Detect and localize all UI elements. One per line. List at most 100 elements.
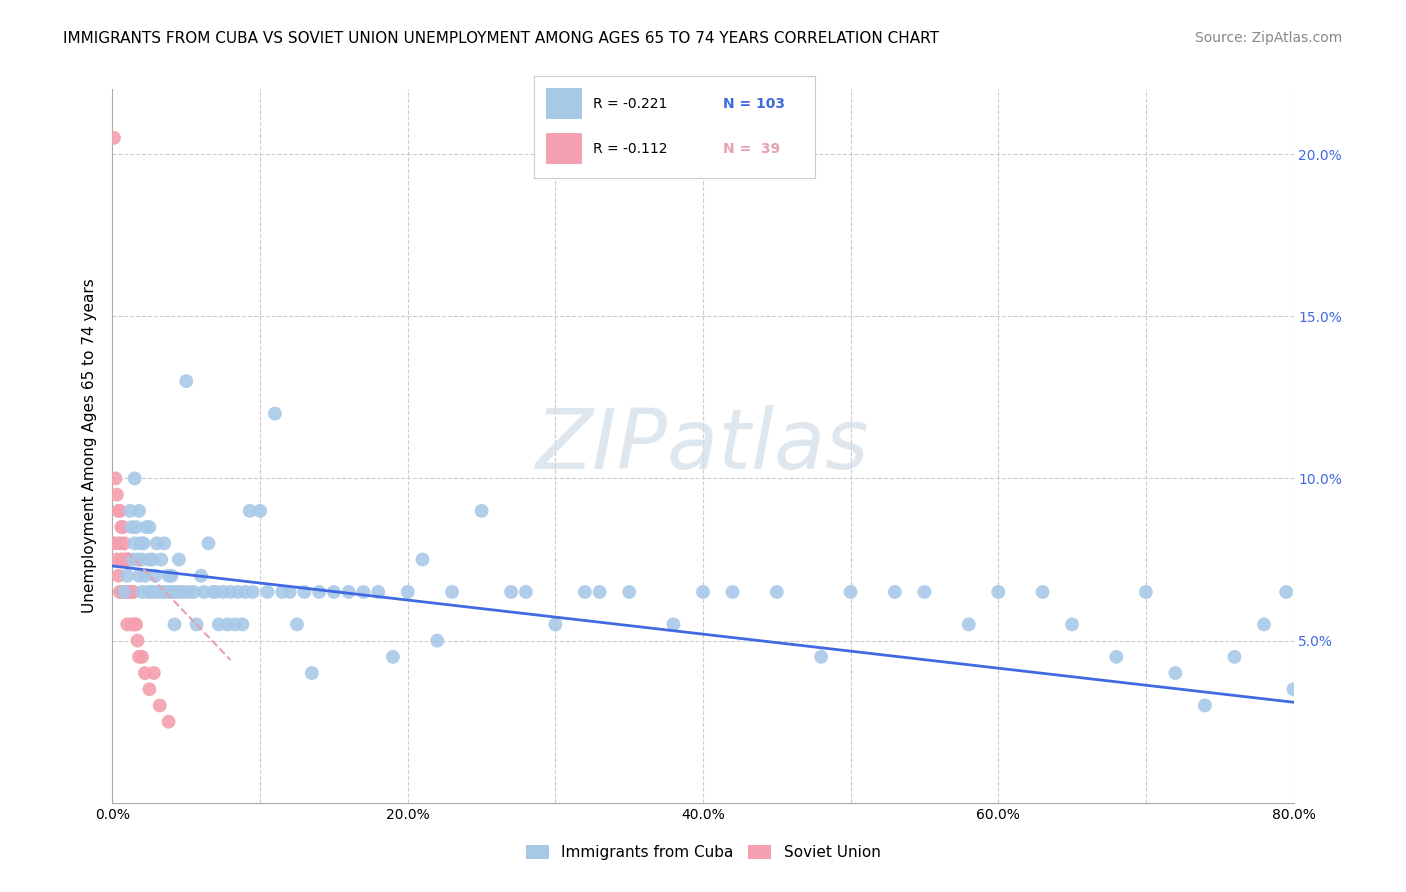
Point	[135, 520, 157, 534]
Point	[132, 536, 155, 550]
Text: R = -0.112: R = -0.112	[593, 142, 668, 155]
Point	[160, 568, 183, 582]
Point	[128, 649, 150, 664]
Point	[118, 552, 141, 566]
Point	[190, 568, 212, 582]
Point	[1135, 585, 1157, 599]
Point	[125, 520, 148, 534]
Point	[138, 520, 160, 534]
Point	[150, 552, 173, 566]
Point	[721, 585, 744, 599]
FancyBboxPatch shape	[546, 88, 582, 119]
Point	[110, 552, 132, 566]
Point	[120, 585, 142, 599]
Point	[957, 617, 980, 632]
Point	[278, 585, 301, 599]
Point	[134, 568, 156, 582]
Point	[839, 585, 862, 599]
FancyBboxPatch shape	[546, 133, 582, 164]
Point	[233, 585, 256, 599]
Point	[197, 536, 219, 550]
Text: Source: ZipAtlas.com: Source: ZipAtlas.com	[1195, 31, 1343, 45]
Point	[124, 617, 146, 632]
Point	[411, 552, 433, 566]
Point	[544, 617, 567, 632]
Point	[692, 585, 714, 599]
Point	[301, 666, 323, 681]
Point	[138, 682, 160, 697]
Point	[217, 617, 239, 632]
Point	[1164, 666, 1187, 681]
Point	[143, 568, 166, 582]
Point	[619, 585, 641, 599]
Point	[224, 617, 246, 632]
Point	[127, 633, 149, 648]
Text: N =  39: N = 39	[723, 142, 780, 155]
Point	[165, 585, 187, 599]
Point	[193, 585, 215, 599]
Point	[396, 585, 419, 599]
Point	[239, 504, 262, 518]
Point	[285, 617, 308, 632]
Point	[226, 585, 249, 599]
Point	[121, 520, 143, 534]
Point	[157, 568, 180, 582]
Point	[108, 585, 131, 599]
Point	[159, 585, 181, 599]
Point	[131, 585, 153, 599]
Point	[107, 568, 129, 582]
Point	[574, 585, 596, 599]
Point	[117, 568, 138, 582]
Point	[118, 585, 141, 599]
Point	[167, 552, 190, 566]
Point	[256, 585, 278, 599]
Point	[183, 585, 205, 599]
Point	[884, 585, 907, 599]
Point	[914, 585, 936, 599]
Point	[163, 617, 186, 632]
Point	[169, 585, 191, 599]
Point	[810, 649, 832, 664]
Point	[1223, 649, 1246, 664]
Point	[128, 504, 150, 518]
Point	[124, 471, 146, 485]
Point	[110, 520, 132, 534]
Point	[157, 714, 180, 729]
Point	[124, 536, 146, 550]
Point	[104, 536, 127, 550]
Point	[122, 552, 145, 566]
Point	[292, 585, 315, 599]
Point	[1062, 617, 1084, 632]
Point	[172, 585, 194, 599]
Point	[121, 617, 143, 632]
Point	[105, 552, 128, 566]
Point	[186, 617, 208, 632]
Point	[128, 568, 150, 582]
Point	[146, 536, 169, 550]
Point	[1105, 649, 1128, 664]
Text: R = -0.221: R = -0.221	[593, 96, 668, 111]
Point	[131, 552, 153, 566]
Point	[501, 585, 523, 599]
Point	[162, 585, 184, 599]
Point	[121, 585, 143, 599]
Point	[987, 585, 1010, 599]
Point	[142, 666, 165, 681]
Text: ZIPatlas: ZIPatlas	[536, 406, 870, 486]
Point	[1275, 585, 1298, 599]
Point	[337, 585, 360, 599]
Point	[152, 585, 174, 599]
Point	[208, 617, 231, 632]
Point	[112, 536, 135, 550]
Point	[271, 585, 294, 599]
Point	[1194, 698, 1216, 713]
Point	[515, 585, 537, 599]
Point	[111, 520, 134, 534]
Point	[117, 617, 138, 632]
Point	[127, 552, 149, 566]
Legend: Immigrants from Cuba, Soviet Union: Immigrants from Cuba, Soviet Union	[519, 839, 887, 866]
Point	[114, 552, 136, 566]
Point	[134, 666, 156, 681]
Y-axis label: Unemployment Among Ages 65 to 74 years: Unemployment Among Ages 65 to 74 years	[82, 278, 97, 614]
Point	[441, 585, 464, 599]
